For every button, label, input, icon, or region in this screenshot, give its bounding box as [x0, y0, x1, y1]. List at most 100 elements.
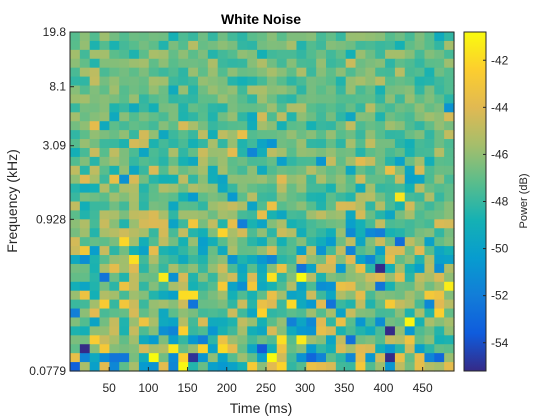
heatmap-cell [89, 76, 101, 87]
heatmap-cell [375, 139, 386, 149]
heatmap-cell [207, 308, 219, 319]
heatmap-cell [276, 335, 288, 345]
heatmap-cell [237, 281, 248, 292]
heatmap-cell [345, 317, 357, 327]
heatmap-cell [237, 76, 248, 87]
heatmap-cell [237, 272, 248, 283]
heatmap-cell [168, 308, 179, 319]
heatmap-cell [276, 246, 288, 256]
heatmap-cell [296, 210, 307, 220]
heatmap-cell [188, 210, 199, 220]
heatmap-cell [217, 130, 229, 140]
heatmap-cell [198, 183, 209, 194]
heatmap-cell [247, 344, 258, 354]
heatmap-cell [355, 299, 366, 310]
heatmap-cell [158, 272, 170, 283]
heatmap-cell [345, 32, 357, 42]
heatmap-cell [188, 317, 199, 327]
heatmap-cell [119, 76, 130, 87]
heatmap-cell [198, 76, 209, 87]
heatmap-cell [404, 192, 416, 203]
heatmap-cell [424, 317, 435, 327]
heatmap-cell [178, 58, 189, 69]
heatmap-cell [266, 139, 278, 149]
heatmap-cell [188, 67, 199, 78]
heatmap-cell [119, 112, 130, 122]
heatmap-cell [207, 263, 219, 274]
heatmap-cell [286, 335, 298, 345]
heatmap-cell [266, 210, 278, 220]
heatmap-cell [434, 290, 445, 301]
heatmap-cell [306, 281, 317, 292]
heatmap-cell [158, 76, 170, 87]
heatmap-cell [79, 335, 91, 345]
heatmap-cell [326, 290, 337, 301]
heatmap-cell [188, 94, 199, 104]
heatmap-cell [326, 183, 337, 194]
heatmap-cell [257, 246, 268, 256]
heatmap-cell [227, 76, 238, 87]
heatmap-cell [79, 67, 91, 78]
heatmap-cell [237, 299, 248, 310]
heatmap-cell [266, 326, 278, 336]
heatmap-cell [316, 94, 327, 104]
heatmap-cell [394, 246, 406, 256]
heatmap-cell [207, 76, 219, 87]
heatmap-cell [158, 317, 170, 327]
heatmap-cell [70, 210, 81, 220]
heatmap-cell [257, 85, 268, 96]
heatmap-cell [345, 165, 357, 176]
heatmap-cell [119, 237, 130, 247]
heatmap-cell [178, 174, 189, 185]
heatmap-cell [227, 139, 238, 149]
heatmap-cell [70, 201, 81, 212]
heatmap-cell [444, 156, 455, 167]
heatmap-cell [276, 40, 288, 51]
heatmap-cell [316, 308, 327, 319]
heatmap-cell [385, 147, 396, 158]
heatmap-cell [434, 281, 445, 292]
heatmap-cell [247, 237, 258, 247]
heatmap-cell [109, 67, 120, 78]
heatmap-cell [247, 174, 258, 185]
heatmap-cell [404, 344, 416, 354]
heatmap-cell [198, 281, 209, 292]
heatmap-cell [345, 335, 357, 345]
heatmap-cell [188, 255, 199, 265]
heatmap-cell [158, 255, 170, 265]
heatmap-cell [237, 317, 248, 327]
heatmap-cell [207, 228, 219, 238]
heatmap-cell [168, 201, 179, 212]
heatmap-cell [99, 103, 110, 113]
heatmap-cell [424, 58, 435, 69]
heatmap-cell [178, 344, 189, 354]
heatmap-cell [326, 49, 337, 60]
heatmap-cell [168, 210, 179, 220]
heatmap-cell [89, 353, 101, 363]
heatmap-cell [119, 165, 130, 176]
heatmap-cell [148, 165, 160, 176]
heatmap-cell [207, 326, 219, 336]
heatmap-cell [375, 156, 386, 167]
heatmap-cell [394, 76, 406, 87]
x-tick-label: 200 [217, 381, 237, 395]
heatmap-cell [404, 353, 416, 363]
heatmap-cell [247, 353, 258, 363]
heatmap-cell [404, 210, 416, 220]
heatmap-cell [404, 58, 416, 69]
heatmap-cell [404, 130, 416, 140]
heatmap-cell [394, 174, 406, 185]
heatmap-cell [266, 299, 278, 310]
heatmap-cell [296, 362, 307, 372]
heatmap-cell [434, 40, 445, 51]
heatmap-cell [217, 40, 229, 51]
heatmap-cell [237, 290, 248, 301]
heatmap-cell [79, 49, 91, 60]
heatmap-cell [188, 308, 199, 319]
heatmap-cell [316, 165, 327, 176]
heatmap-cell [375, 246, 386, 256]
heatmap-cell [296, 192, 307, 203]
heatmap-cell [404, 362, 416, 372]
heatmap-cell [326, 103, 337, 113]
heatmap-cell [148, 219, 160, 229]
